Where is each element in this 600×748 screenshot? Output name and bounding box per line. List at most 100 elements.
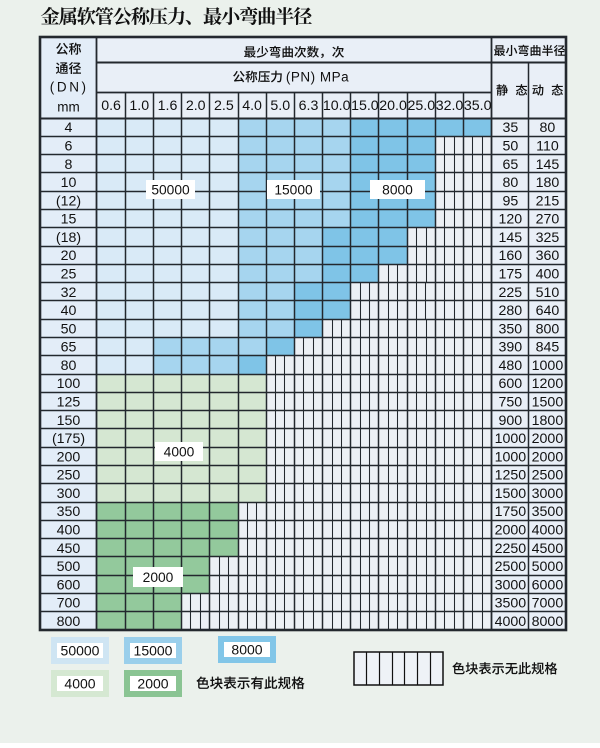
svg-text:480: 480	[499, 358, 523, 374]
svg-text:500: 500	[57, 559, 81, 575]
svg-text:1750: 1750	[495, 504, 527, 520]
svg-text:800: 800	[57, 614, 81, 630]
svg-text:400: 400	[536, 267, 560, 283]
svg-text:(12): (12)	[56, 193, 81, 209]
svg-text:65: 65	[61, 340, 77, 356]
svg-text:360: 360	[536, 248, 560, 264]
svg-text:200: 200	[57, 449, 81, 465]
svg-text:6000: 6000	[532, 577, 564, 593]
svg-text:1000: 1000	[495, 431, 527, 447]
svg-text:25: 25	[61, 267, 77, 283]
svg-text:32.0: 32.0	[436, 98, 464, 114]
svg-text:4: 4	[65, 120, 73, 136]
svg-text:100: 100	[57, 376, 81, 392]
svg-text:110: 110	[536, 139, 559, 155]
svg-text:mm: mm	[57, 99, 80, 114]
svg-text:175: 175	[499, 267, 523, 283]
svg-text:300: 300	[57, 486, 81, 502]
svg-text:145: 145	[536, 157, 560, 173]
svg-text:(DN): (DN)	[50, 79, 89, 94]
svg-text:640: 640	[536, 303, 560, 319]
svg-text:845: 845	[536, 340, 560, 356]
svg-text:5000: 5000	[532, 559, 564, 575]
svg-text:2.0: 2.0	[186, 98, 206, 114]
svg-text:1.0: 1.0	[129, 98, 149, 114]
svg-text:1250: 1250	[495, 468, 527, 484]
svg-text:2000: 2000	[495, 523, 527, 539]
svg-text:1200: 1200	[532, 376, 564, 392]
svg-text:6: 6	[65, 139, 73, 155]
svg-text:20: 20	[61, 248, 77, 264]
svg-text:3500: 3500	[532, 504, 564, 520]
svg-text:40: 40	[61, 303, 77, 319]
svg-text:25.0: 25.0	[407, 98, 435, 114]
svg-text:1000: 1000	[532, 358, 564, 374]
svg-text:2000: 2000	[532, 431, 564, 447]
svg-text:50: 50	[61, 321, 77, 337]
svg-text:20.0: 20.0	[379, 98, 407, 114]
svg-text:2000: 2000	[143, 570, 174, 585]
svg-text:900: 900	[499, 413, 523, 429]
svg-text:1800: 1800	[532, 413, 564, 429]
svg-text:15: 15	[61, 212, 77, 228]
svg-text:1500: 1500	[495, 486, 527, 502]
svg-text:120: 120	[499, 212, 523, 228]
svg-text:35: 35	[502, 120, 518, 136]
svg-text:2000: 2000	[532, 449, 564, 465]
svg-text:180: 180	[536, 175, 560, 191]
svg-text:50000: 50000	[151, 182, 190, 197]
svg-text:4000: 4000	[532, 523, 564, 539]
svg-text:700: 700	[57, 596, 81, 612]
svg-text:8000: 8000	[532, 614, 564, 630]
svg-text:2500: 2500	[495, 559, 527, 575]
svg-text:10.0: 10.0	[323, 98, 351, 114]
svg-text:5.0: 5.0	[270, 98, 290, 114]
svg-text:2500: 2500	[532, 468, 564, 484]
svg-text:225: 225	[499, 285, 523, 301]
svg-text:3000: 3000	[532, 486, 564, 502]
svg-text:1000: 1000	[495, 449, 527, 465]
svg-text:800: 800	[536, 321, 560, 337]
svg-text:150: 150	[57, 413, 81, 429]
svg-text:(18): (18)	[56, 230, 81, 246]
svg-text:8000: 8000	[231, 642, 262, 658]
svg-text:3500: 3500	[495, 596, 527, 612]
svg-text:1500: 1500	[532, 395, 564, 411]
svg-text:350: 350	[499, 321, 523, 337]
svg-text:0.6: 0.6	[101, 98, 121, 114]
svg-text:80: 80	[502, 175, 518, 191]
svg-text:(175): (175)	[52, 431, 85, 447]
svg-text:8000: 8000	[382, 182, 413, 197]
svg-text:2250: 2250	[495, 541, 527, 557]
svg-text:215: 215	[536, 193, 560, 209]
svg-text:3000: 3000	[495, 577, 527, 593]
svg-text:4000: 4000	[64, 676, 95, 692]
svg-text:32: 32	[61, 285, 77, 301]
svg-text:35.0: 35.0	[464, 98, 492, 114]
svg-text:6.3: 6.3	[299, 98, 319, 114]
svg-text:15.0: 15.0	[351, 98, 379, 114]
svg-text:750: 750	[499, 395, 523, 411]
svg-text:65: 65	[502, 157, 518, 173]
svg-text:1.6: 1.6	[158, 98, 178, 114]
svg-text:325: 325	[536, 230, 560, 246]
svg-text:4500: 4500	[532, 541, 564, 557]
svg-text:50: 50	[502, 139, 518, 155]
svg-text:15000: 15000	[134, 643, 173, 659]
svg-text:450: 450	[57, 541, 81, 557]
svg-text:250: 250	[57, 468, 81, 484]
svg-text:2000: 2000	[137, 676, 168, 692]
svg-text:50000: 50000	[61, 643, 100, 659]
svg-text:4000: 4000	[164, 444, 195, 459]
svg-text:510: 510	[536, 285, 560, 301]
svg-text:7000: 7000	[532, 596, 564, 612]
svg-text:15000: 15000	[274, 182, 313, 197]
svg-text:600: 600	[499, 376, 523, 392]
svg-text:125: 125	[57, 395, 81, 411]
svg-text:(PN) MPa: (PN) MPa	[286, 70, 349, 85]
svg-text:10: 10	[61, 175, 77, 191]
svg-text:350: 350	[57, 504, 81, 520]
svg-text:80: 80	[540, 120, 556, 136]
svg-text:145: 145	[499, 230, 523, 246]
svg-text:400: 400	[57, 523, 81, 539]
